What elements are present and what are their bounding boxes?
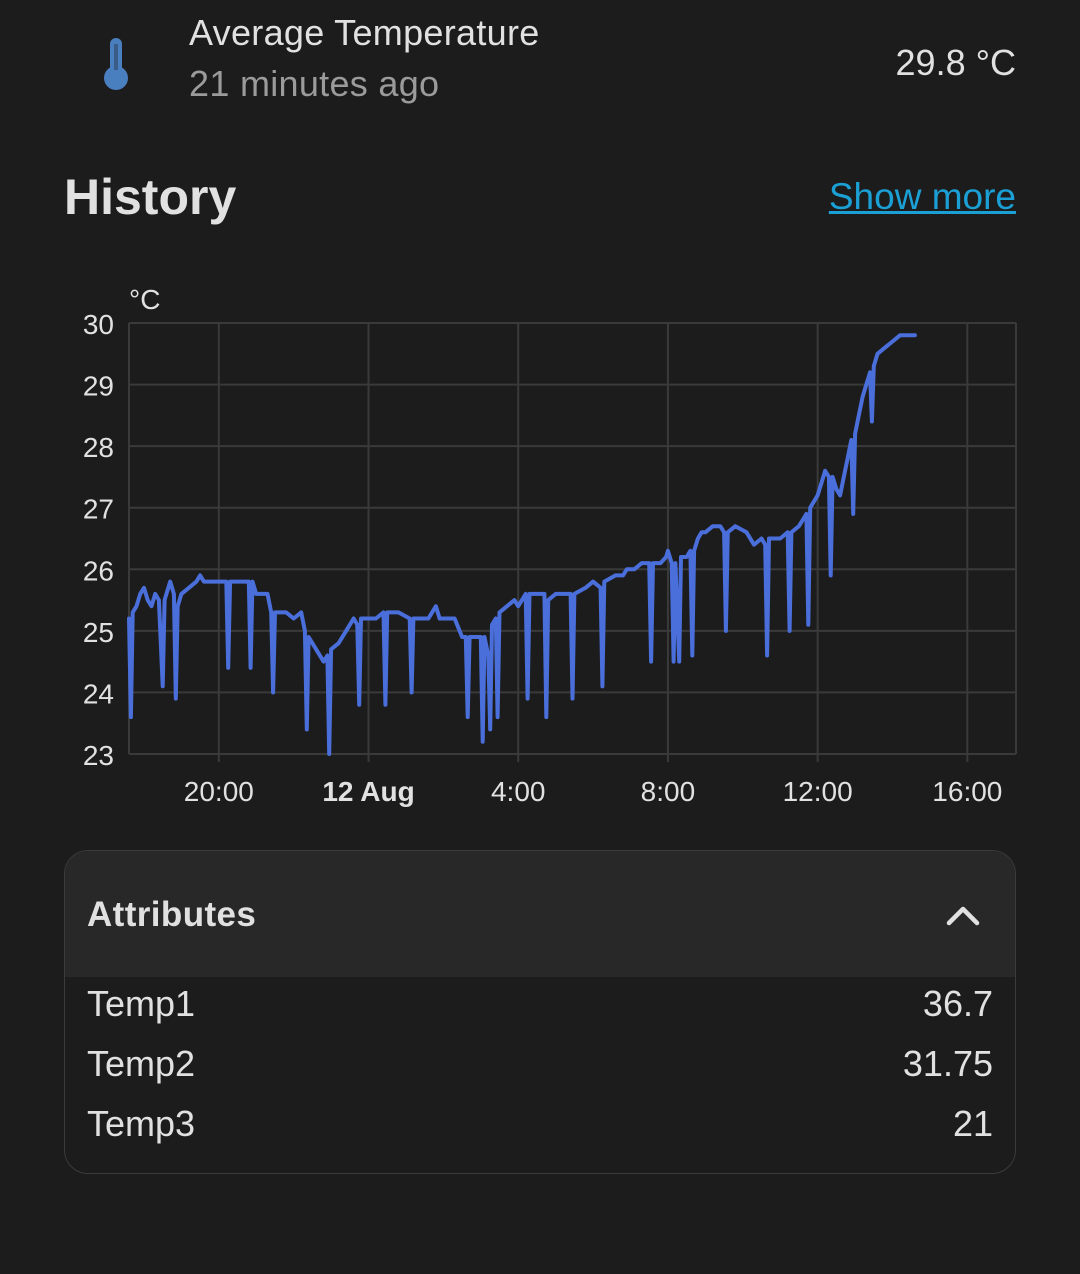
attribute-row-temp1: Temp1 36.7	[65, 977, 1015, 1035]
entity-name: Average Temperature	[189, 12, 540, 53]
y-tick-label: 25	[83, 617, 114, 648]
history-title: History	[64, 169, 237, 225]
y-tick-label: 27	[83, 494, 114, 525]
attribute-value: 31.75	[902, 1043, 993, 1084]
y-axis-unit-label: °C	[129, 284, 160, 315]
attribute-row-temp3: Temp3 21	[65, 1097, 1015, 1155]
attribute-key: Temp3	[87, 1103, 196, 1144]
show-more-link[interactable]: Show more	[828, 176, 1016, 217]
x-tick-label: 12 Aug	[322, 776, 414, 807]
last-changed-time: 21 minutes ago	[189, 63, 440, 104]
x-tick-label: 4:00	[491, 776, 546, 807]
y-tick-label: 26	[83, 555, 114, 586]
chevron-up-icon[interactable]	[945, 901, 981, 927]
attributes-title: Attributes	[87, 895, 257, 934]
x-tick-label: 8:00	[641, 776, 696, 807]
history-chart[interactable]: 30 29 28 27 26 25 24 23 20:00 12 Aug 4:00 8:00 12:00…	[0, 270, 1080, 830]
attribute-key: Temp1	[87, 983, 196, 1024]
y-tick-label: 29	[83, 371, 114, 402]
x-tick-label: 20:00	[184, 776, 254, 807]
y-tick-label: 30	[83, 309, 114, 340]
thermometer-icon	[104, 38, 128, 90]
attribute-value: 21	[952, 1103, 993, 1144]
x-tick-label: 16:00	[932, 776, 1002, 807]
entity-header: Average Temperature 21 minutes ago 29.8 …	[0, 0, 1080, 125]
attributes-header[interactable]: Attributes	[65, 851, 1015, 977]
entity-state-value: 29.8 °C	[895, 42, 1016, 83]
attribute-row-temp2: Temp2 31.75	[65, 1037, 1015, 1095]
y-tick-label: 24	[83, 678, 114, 709]
attribute-value: 36.7	[922, 983, 993, 1024]
temperature-series-line	[127, 333, 917, 756]
y-tick-label: 23	[83, 740, 114, 771]
y-tick-label: 28	[83, 432, 114, 463]
attributes-panel: Attributes Temp1 36.7 Temp2 31.75 Temp3 …	[64, 850, 1016, 1174]
attribute-key: Temp2	[87, 1043, 196, 1084]
x-tick-label: 12:00	[783, 776, 853, 807]
